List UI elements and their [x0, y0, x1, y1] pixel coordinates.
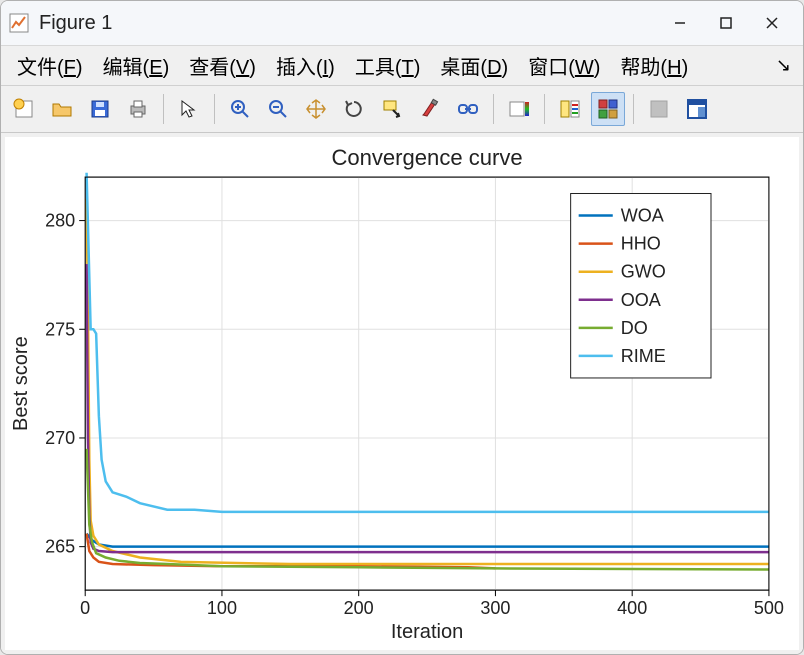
- x-tick-label: 200: [344, 598, 374, 618]
- chart-title: Convergence curve: [331, 145, 522, 170]
- y-tick-label: 270: [45, 428, 75, 448]
- menu-i[interactable]: 插入(I): [266, 47, 345, 84]
- tool-link[interactable]: [451, 92, 485, 126]
- legend-label-rime: RIME: [621, 346, 666, 366]
- menu-e[interactable]: 编辑(E): [93, 47, 180, 84]
- toolbar-separator: [493, 94, 494, 124]
- y-axis-label: Best score: [10, 336, 32, 431]
- close-button[interactable]: [749, 3, 795, 43]
- y-tick-label: 280: [45, 210, 75, 230]
- minimize-button[interactable]: [657, 3, 703, 43]
- menubar: 文件(F)编辑(E)查看(V)插入(I)工具(T)桌面(D)窗口(W)帮助(H)…: [1, 46, 803, 85]
- tool-insert-legend[interactable]: [553, 92, 587, 126]
- matlab-figure-icon: [9, 13, 29, 33]
- legend-label-woa: WOA: [621, 205, 664, 225]
- x-tick-label: 100: [207, 598, 237, 618]
- figure-area: 0 100 200 300 400 500 265 270 275 280 Convergence …: [1, 133, 803, 654]
- menu-h[interactable]: 帮助(H): [610, 47, 698, 84]
- tool-rotate[interactable]: [337, 92, 371, 126]
- tool-data-cursor[interactable]: [375, 92, 409, 126]
- toolbar-separator: [214, 94, 215, 124]
- toolbar-separator: [544, 94, 545, 124]
- legend-label-do: DO: [621, 318, 648, 338]
- x-tick-label: 300: [480, 598, 510, 618]
- menu-f[interactable]: 文件(F): [7, 47, 93, 84]
- titlebar: Figure 1: [1, 1, 803, 46]
- tool-open[interactable]: [45, 92, 79, 126]
- convergence-chart: 0 100 200 300 400 500 265 270 275 280 Convergence …: [5, 137, 799, 650]
- menu-t[interactable]: 工具(T): [345, 47, 431, 84]
- tool-zoom-out[interactable]: [261, 92, 295, 126]
- axes-container[interactable]: 0 100 200 300 400 500 265 270 275 280 Convergence …: [5, 137, 799, 650]
- toolbar-separator: [633, 94, 634, 124]
- menu-v[interactable]: 查看(V): [179, 47, 266, 84]
- tool-hide: [642, 92, 676, 126]
- tool-insert-colorbar[interactable]: [502, 92, 536, 126]
- legend-label-gwo: GWO: [621, 261, 666, 281]
- menu-w[interactable]: 窗口(W): [518, 47, 610, 84]
- tool-subplot[interactable]: [591, 92, 625, 126]
- tool-save[interactable]: [83, 92, 117, 126]
- x-axis-label: Iteration: [391, 621, 463, 643]
- tool-edit-arrow[interactable]: [172, 92, 206, 126]
- y-tick-label: 275: [45, 319, 75, 339]
- x-tick-label: 500: [754, 598, 784, 618]
- figure-window: Figure 1 文件(F)编辑(E)查看(V)插入(I)工具(T)桌面(D)窗…: [0, 0, 804, 655]
- window-title: Figure 1: [39, 12, 657, 35]
- tool-pan[interactable]: [299, 92, 333, 126]
- toolbar: [1, 86, 803, 133]
- tool-brush[interactable]: [413, 92, 447, 126]
- tool-dock[interactable]: [680, 92, 714, 126]
- tool-new-figure[interactable]: [7, 92, 41, 126]
- tool-print[interactable]: [121, 92, 155, 126]
- tool-zoom-in[interactable]: [223, 92, 257, 126]
- y-tick-label: 265: [45, 536, 75, 556]
- x-tick-label: 0: [80, 598, 90, 618]
- x-tick-label: 400: [617, 598, 647, 618]
- menu-d[interactable]: 桌面(D): [430, 47, 518, 84]
- maximize-button[interactable]: [703, 3, 749, 43]
- toolbar-separator: [163, 94, 164, 124]
- legend-label-ooa: OOA: [621, 290, 661, 310]
- legend-label-hho: HHO: [621, 233, 661, 253]
- menu-overflow-icon[interactable]: ↘: [770, 51, 797, 80]
